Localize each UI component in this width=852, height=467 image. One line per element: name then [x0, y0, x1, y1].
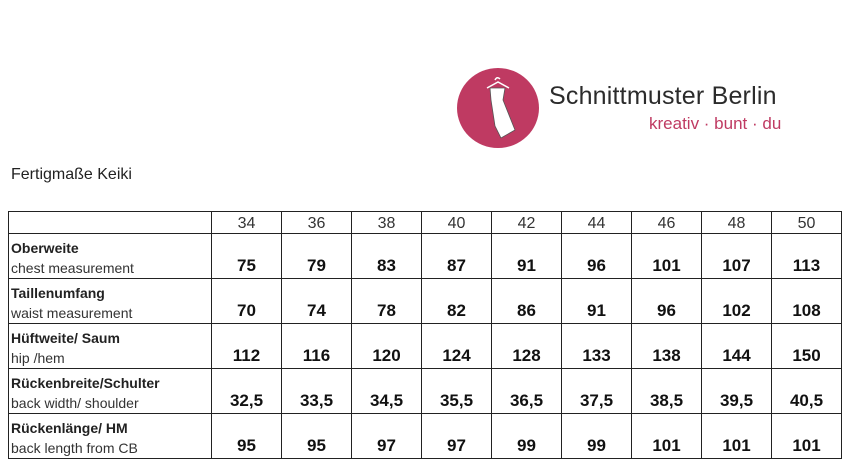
value-cell: 33,5 [281, 368, 352, 414]
value-cell: 120 [351, 323, 422, 369]
page-title: Fertigmaße Keiki [11, 166, 132, 183]
value-cell: 32,5 [211, 368, 282, 414]
value-cell: 101 [771, 413, 842, 459]
value-cell: 112 [211, 323, 282, 369]
size-header: 46 [631, 211, 702, 234]
value-cell: 97 [421, 413, 492, 459]
label-german: Rückenlänge/ HM [11, 420, 128, 436]
label-english: chest measurement [11, 260, 134, 276]
measurement-table: 34 36 38 40 42 44 46 48 50 Oberweite chest measur… [8, 211, 842, 459]
label-english: back length from CB [11, 440, 138, 456]
value-cell: 38,5 [631, 368, 702, 414]
value-cell: 74 [281, 278, 352, 324]
value-cell: 86 [491, 278, 562, 324]
value-cell: 83 [351, 233, 422, 279]
value-cell: 144 [701, 323, 772, 369]
value-cell: 128 [491, 323, 562, 369]
size-header: 34 [211, 211, 282, 234]
value-cell: 113 [771, 233, 842, 279]
brand-tagline: kreativ · bunt · du [649, 114, 782, 133]
value-cell: 96 [631, 278, 702, 324]
value-cell: 99 [491, 413, 562, 459]
value-cell: 99 [561, 413, 632, 459]
value-cell: 101 [701, 413, 772, 459]
value-cell: 108 [771, 278, 842, 324]
label-english: waist measurement [11, 305, 133, 321]
label-english: back width/ shoulder [11, 395, 139, 411]
table-row: Rückenbreite/Schulter back width/ shoulde… [8, 368, 842, 414]
label-german: Rückenbreite/Schulter [11, 375, 160, 391]
size-header: 36 [281, 211, 352, 234]
size-header: 44 [561, 211, 632, 234]
value-cell: 87 [421, 233, 492, 279]
row-label: Taillenumfang waist measurement [8, 278, 212, 324]
value-cell: 37,5 [561, 368, 632, 414]
logo-circle [457, 68, 539, 148]
size-header: 50 [771, 211, 842, 234]
label-german: Taillenumfang [11, 285, 105, 301]
size-header: 40 [421, 211, 492, 234]
value-cell: 91 [561, 278, 632, 324]
dress-on-hanger-icon [486, 76, 516, 139]
value-cell: 79 [281, 233, 352, 279]
value-cell: 78 [351, 278, 422, 324]
value-cell: 75 [211, 233, 282, 279]
row-label: Hüftweite/ Saum hip /hem [8, 323, 212, 369]
value-cell: 35,5 [421, 368, 492, 414]
value-cell: 70 [211, 278, 282, 324]
brand-name: Schnittmuster Berlin [549, 82, 777, 110]
value-cell: 107 [701, 233, 772, 279]
value-cell: 95 [211, 413, 282, 459]
label-english: hip /hem [11, 350, 65, 366]
value-cell: 101 [631, 233, 702, 279]
value-cell: 150 [771, 323, 842, 369]
table-row: Rückenlänge/ HM back length from CB 95 95 97… [8, 413, 842, 459]
value-cell: 34,5 [351, 368, 422, 414]
row-label: Oberweite chest measurement [8, 233, 212, 279]
value-cell: 101 [631, 413, 702, 459]
table-row: Taillenumfang waist measurement 70 74 78 82 86… [8, 278, 842, 324]
value-cell: 95 [281, 413, 352, 459]
value-cell: 133 [561, 323, 632, 369]
value-cell: 36,5 [491, 368, 562, 414]
value-cell: 97 [351, 413, 422, 459]
size-header: 42 [491, 211, 562, 234]
value-cell: 82 [421, 278, 492, 324]
size-header-row: 34 36 38 40 42 44 46 48 50 [8, 211, 842, 234]
value-cell: 124 [421, 323, 492, 369]
value-cell: 40,5 [771, 368, 842, 414]
row-label: Rückenbreite/Schulter back width/ shoulde… [8, 368, 212, 414]
row-label: Rückenlänge/ HM back length from CB [8, 413, 212, 459]
label-german: Oberweite [11, 240, 79, 256]
table-row: Hüftweite/ Saum hip /hem 112 116 120 124 128 13… [8, 323, 842, 369]
value-cell: 116 [281, 323, 352, 369]
corner-cell [8, 211, 212, 234]
size-header: 48 [701, 211, 772, 234]
value-cell: 39,5 [701, 368, 772, 414]
size-header: 38 [351, 211, 422, 234]
label-german: Hüftweite/ Saum [11, 330, 120, 346]
table-row: Oberweite chest measurement 75 79 83 87 91 96 10… [8, 233, 842, 279]
value-cell: 138 [631, 323, 702, 369]
value-cell: 91 [491, 233, 562, 279]
value-cell: 96 [561, 233, 632, 279]
value-cell: 102 [701, 278, 772, 324]
